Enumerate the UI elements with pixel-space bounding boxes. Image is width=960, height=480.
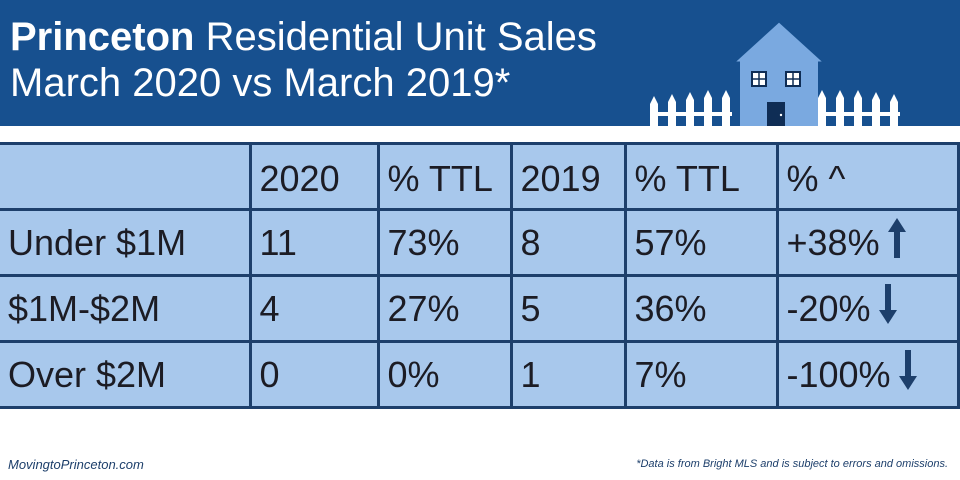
table-row: Over $2M 0 0% 1 7% -100% (0, 340, 960, 409)
cell-pct-2020: 73% (376, 208, 513, 277)
cell-2019: 1 (509, 340, 627, 409)
page-title: Princeton Residential Unit Sales March 20… (10, 14, 597, 106)
header-cell-2020: 2020 (248, 142, 380, 211)
arrow-up-icon (887, 218, 906, 267)
title-text: Residential Unit Sales (205, 15, 597, 59)
cell-pct-2020: 27% (376, 274, 513, 343)
site-url: MovingtoPrinceton.com (8, 457, 144, 472)
fence-icon (650, 90, 900, 126)
header-row: 2020 % TTL 2019 % TTL % ^ (0, 142, 960, 211)
arrow-down-icon (878, 284, 897, 333)
cell-2019: 8 (509, 208, 627, 277)
header-cell-2019: 2019 (509, 142, 627, 211)
cell-pct-2019: 36% (623, 274, 779, 343)
table-row: Under $1M 11 73% 8 57% +38% (0, 208, 960, 277)
cell-change: -20% (775, 274, 960, 343)
cell-pct-2019: 57% (623, 208, 779, 277)
cell-2020: 4 (248, 274, 380, 343)
cell-2020: 11 (248, 208, 380, 277)
title-subtitle: March 2020 vs March 2019* (10, 61, 511, 105)
table-row: $1M-$2M 4 27% 5 36% -20% (0, 274, 960, 343)
cell-2020: 0 (248, 340, 380, 409)
change-value: -100% (786, 353, 891, 395)
house-icon (650, 21, 900, 126)
header-banner: Princeton Residential Unit Sales March 20… (0, 0, 960, 126)
arrow-down-icon (898, 350, 917, 399)
cell-change: -100% (775, 340, 960, 409)
header-cell-pct-2019: % TTL (623, 142, 779, 211)
title-city: Princeton (10, 15, 195, 59)
header-cell-change: % ^ (775, 142, 960, 211)
header-cell-label (0, 142, 252, 211)
row-label: $1M-$2M (0, 274, 252, 343)
cell-pct-2020: 0% (376, 340, 513, 409)
cell-2019: 5 (509, 274, 627, 343)
change-value: +38% (786, 221, 880, 263)
row-label: Under $1M (0, 208, 252, 277)
cell-change: +38% (775, 208, 960, 277)
change-value: -20% (786, 287, 871, 329)
sales-table: 2020 % TTL 2019 % TTL % ^ Under $1M 11 7… (0, 142, 960, 409)
data-disclaimer: *Data is from Bright MLS and is subject … (636, 458, 948, 470)
header-cell-pct-2020: % TTL (376, 142, 513, 211)
cell-pct-2019: 7% (623, 340, 779, 409)
row-label: Over $2M (0, 340, 252, 409)
